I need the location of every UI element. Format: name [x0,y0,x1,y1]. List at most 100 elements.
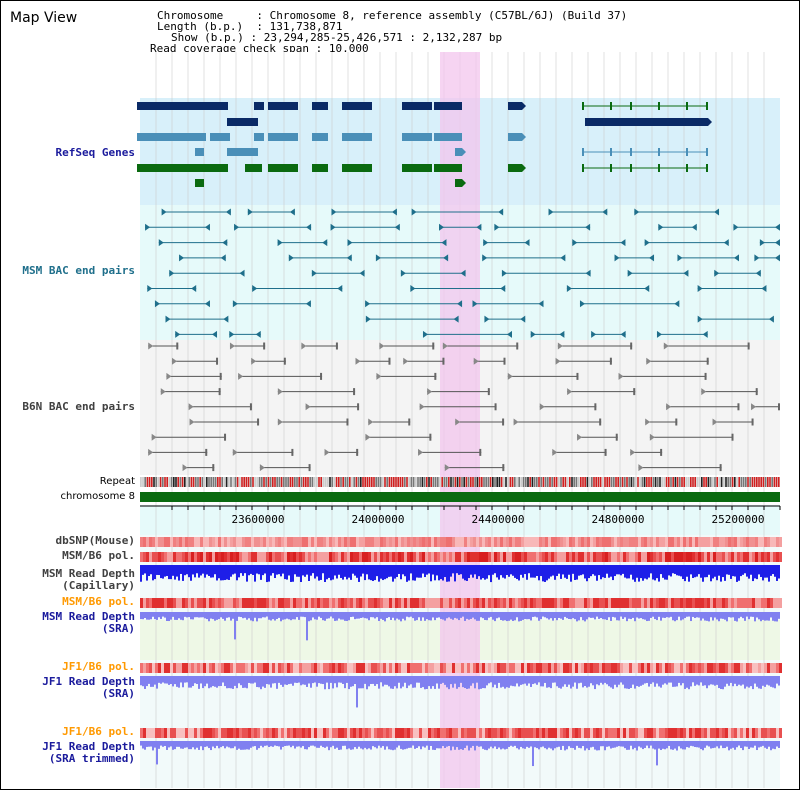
pol-cell [284,728,287,738]
repeat-mark [164,477,166,487]
depth-bar [334,741,336,749]
depth-bar [214,565,216,575]
pol-cell [356,728,359,738]
repeat-mark [272,477,274,487]
depth-bar [204,676,206,687]
depth-bar [756,676,758,687]
polymorphism-tracks[interactable] [140,537,782,738]
depth-bar [284,741,286,747]
depth-bar [250,741,252,748]
depth-bar [524,676,526,684]
depth-bar [680,612,682,621]
pol-cell [437,552,440,562]
depth-bar [420,565,422,578]
pol-cell [347,552,350,562]
depth-bar [754,741,756,746]
pol-cell [677,537,680,547]
gene-exon [455,179,462,187]
chromosome-bar[interactable] [140,492,780,502]
repeat-track[interactable] [140,477,780,487]
pol-cell [461,663,464,673]
depth-bar [246,676,248,689]
depth-bar [426,612,428,620]
pol-cell [506,598,509,608]
depth-bar [300,565,302,582]
depth-bar [572,565,574,574]
pol-cell [461,552,464,562]
depth-bar [654,612,656,620]
depth-bar [244,741,246,750]
depth-bar [534,612,536,617]
pol-cell [404,552,407,562]
pol-cell [200,537,203,547]
depth-bar [306,565,308,575]
repeat-mark [428,477,430,487]
read-depth-tracks[interactable] [140,565,780,767]
repeat-mark [683,477,685,487]
repeat-mark [569,477,571,487]
pol-cell [776,552,779,562]
depth-bar [404,741,406,750]
repeat-mark [698,477,701,487]
pol-cell [296,537,299,547]
bac-end [577,433,583,441]
depth-bar [426,676,428,689]
repeat-mark [628,477,630,487]
depth-bar [398,565,400,574]
depth-bar [726,741,728,747]
depth-bar [626,676,628,689]
repeat-mark [217,477,219,487]
depth-bar [522,565,524,578]
depth-bar [594,612,596,620]
pol-cell [764,663,767,673]
depth-bar [170,565,172,580]
depth-bar [488,676,490,684]
depth-bar [712,612,714,621]
repeat-mark [162,477,164,487]
pol-cell [584,728,587,738]
pol-cell [329,663,332,673]
pol-cell [446,663,449,673]
pol-cell [332,728,335,738]
pol-cell [737,728,740,738]
depth-bar [274,741,276,746]
repeat-mark [417,477,419,487]
pol-cell [281,537,284,547]
depth-bar [372,741,374,747]
pol-cell [149,552,152,562]
depth-bar [628,612,630,619]
pol-cell [674,537,677,547]
depth-bar [428,612,430,621]
depth-bar [478,676,480,690]
b6n-bac-track[interactable] [148,342,780,472]
pol-cell [344,552,347,562]
depth-bar [318,565,320,581]
pol-cell [509,663,512,673]
pol-cell [635,537,638,547]
depth-bar [512,741,514,747]
depth-bar [530,565,532,578]
repeat-mark [769,477,771,487]
bac-end [473,357,479,365]
depth-bar [632,565,634,580]
depth-bar [754,612,756,622]
repeat-mark [144,477,146,487]
pol-cell [473,728,476,738]
repeat-mark [533,477,536,487]
depth-bar [770,676,772,687]
depth-bar [212,741,214,747]
pol-cell [512,552,515,562]
pol-cell [455,537,458,547]
depth-bar [314,741,316,747]
depth-bar [530,676,532,687]
depth-bar [518,565,520,581]
pol-cell [590,598,593,608]
refseq-genes-track[interactable] [137,102,712,187]
pol-cell [443,728,446,738]
pol-cell [158,537,161,547]
depth-bar [450,565,452,577]
gene-exon [610,148,612,156]
msm-bac-track[interactable] [145,208,780,338]
bac-end [158,239,164,247]
